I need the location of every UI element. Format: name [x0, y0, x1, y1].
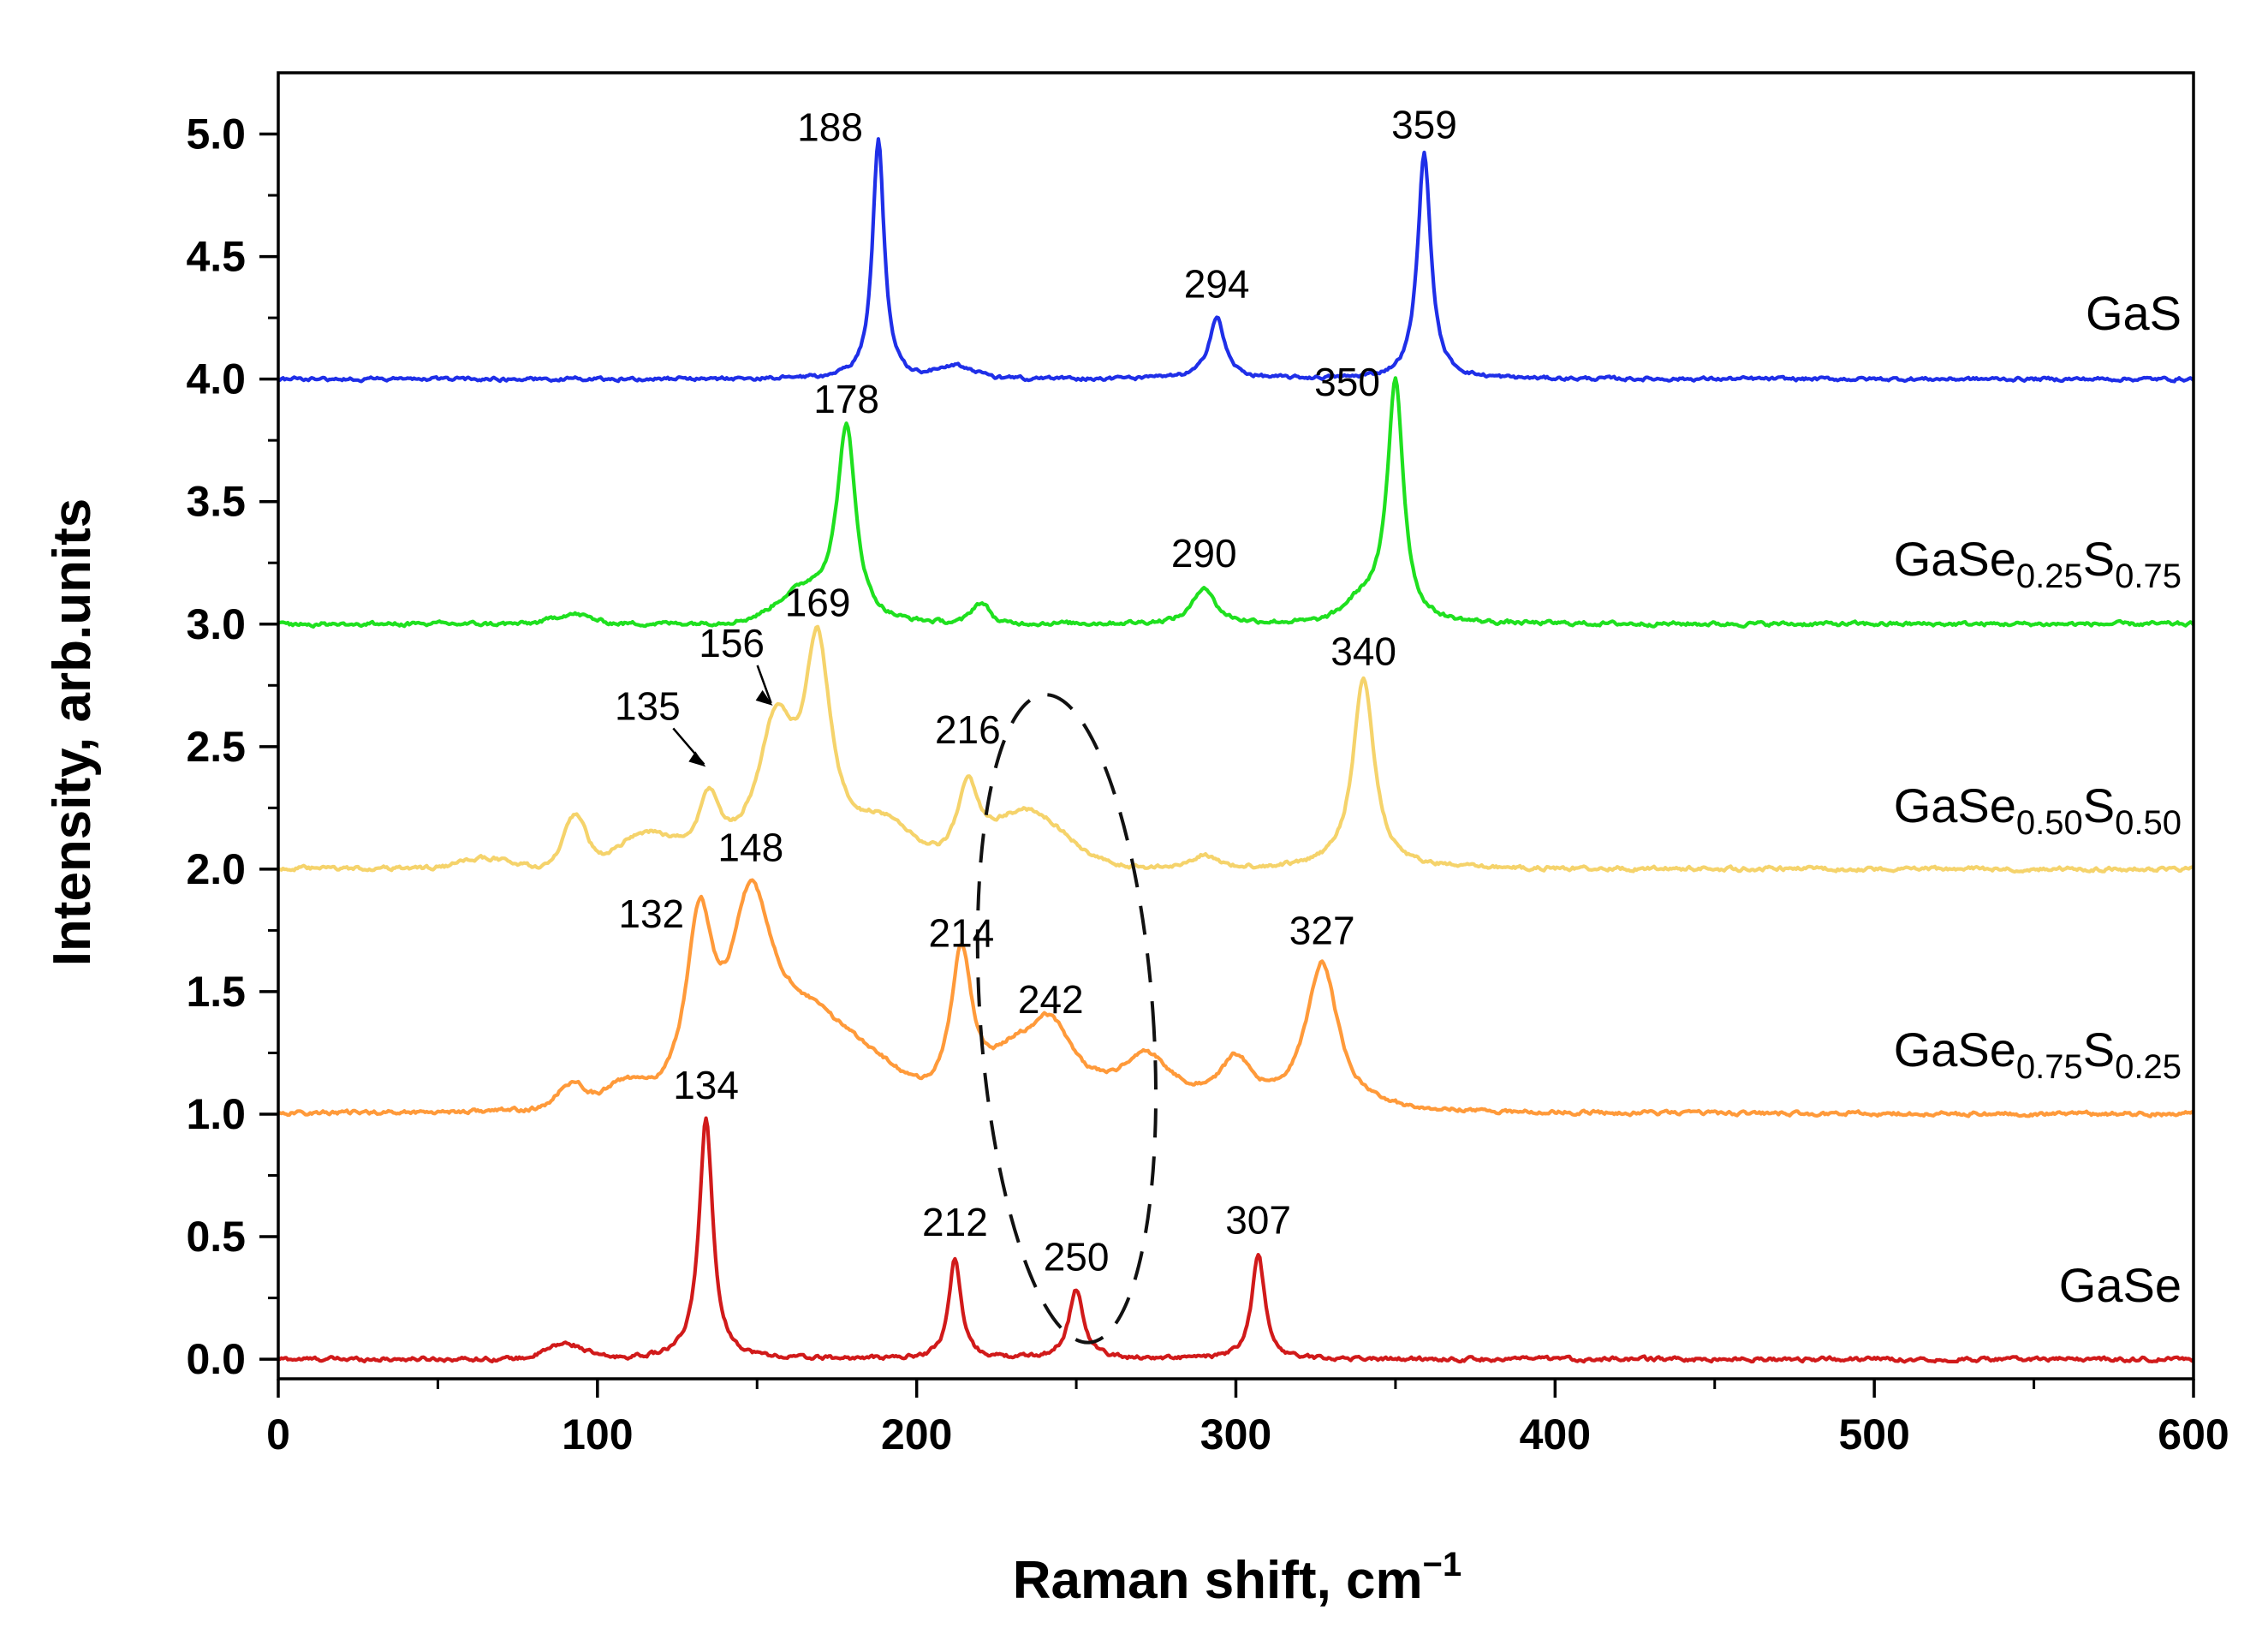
y-tick-label: 1.0	[186, 1090, 246, 1138]
y-tick-label: 0.5	[186, 1213, 246, 1261]
peak-label-307: 307	[1225, 1197, 1291, 1242]
peak-label-350: 350	[1314, 360, 1380, 404]
peak-label-250: 250	[1044, 1234, 1110, 1279]
y-tick-label: 5.0	[186, 110, 246, 158]
axis-titles: Raman shift, cm−1 Intensity, arb.units	[43, 498, 1461, 1610]
x-tick-label: 400	[1520, 1410, 1591, 1458]
y-tick-label: 4.5	[186, 233, 246, 281]
annotation-arrow-head	[755, 689, 773, 706]
series-label-GaSe0-50S0-50: GaSe0.50S0.50	[1894, 778, 2182, 842]
series-line-GaS	[277, 137, 2195, 384]
x-tick-label: 600	[2158, 1410, 2229, 1458]
series-label-GaS: GaS	[2086, 286, 2182, 340]
y-tick-label: 1.5	[186, 968, 246, 1016]
peak-label-214: 214	[928, 911, 994, 956]
peak-label-359: 359	[1391, 102, 1457, 146]
peak-label-135: 135	[615, 683, 681, 728]
peak-label-216: 216	[935, 707, 1001, 752]
peak-label-290: 290	[1171, 531, 1237, 576]
y-tick-label: 0.0	[186, 1335, 246, 1383]
peak-label-340: 340	[1330, 629, 1396, 674]
series-labels: GaSe GaSe0.75S0.25 GaSe0.50S0.50 GaSe0.25S0…	[1894, 286, 2182, 1312]
x-tick-label: 200	[881, 1410, 952, 1458]
annotation-arrow-head	[688, 751, 706, 767]
annotation-arrow-line	[756, 665, 772, 704]
x-tick-label: 300	[1200, 1410, 1271, 1458]
peak-annotations: 188 359 294 178 350 290 169 156 135 216 340 132 148 2…	[615, 102, 1457, 1279]
series-line-GaSe0-75S0-25	[277, 878, 2195, 1118]
peak-label-327: 327	[1289, 909, 1355, 953]
peak-label-169: 169	[785, 580, 851, 624]
series-label-GaSe: GaSe	[2059, 1258, 2182, 1312]
highlight-ellipse	[975, 693, 1158, 1345]
peak-label-132: 132	[618, 892, 684, 936]
peak-label-134: 134	[673, 1063, 739, 1107]
peak-label-294: 294	[1184, 261, 1250, 306]
peak-label-178: 178	[813, 377, 879, 421]
y-tick-label: 2.5	[186, 723, 246, 771]
y-tick-label: 3.5	[186, 478, 246, 526]
x-tick-label: 100	[562, 1410, 633, 1458]
y-tick-label: 4.0	[186, 355, 246, 403]
peak-label-212: 212	[922, 1200, 988, 1244]
peak-label-188: 188	[797, 105, 863, 150]
peak-label-242: 242	[1018, 977, 1084, 1022]
x-axis-title: Raman shift, cm−1	[1013, 1546, 1462, 1610]
peak-label-156: 156	[699, 621, 765, 665]
y-tick-label: 3.0	[186, 600, 246, 648]
series-line-GaSe0-50S0-50	[277, 624, 2194, 874]
ellipse-layer	[975, 693, 1158, 1345]
series-layer	[277, 137, 2195, 1364]
peak-label-148: 148	[717, 825, 783, 869]
axes: 0 100 200 300 400 500 600 0.0 0.5 1.0 1.5 2.0 2.5 3.0…	[186, 71, 2229, 1458]
x-tick-label: 0	[266, 1410, 290, 1458]
series-label-GaSe0-75S0-25: GaSe0.75S0.25	[1894, 1023, 2182, 1086]
x-tick-label: 500	[1838, 1410, 1909, 1458]
y-axis-title: Intensity, arb.units	[43, 498, 102, 967]
series-line-GaSe0-25S0-75	[277, 376, 2195, 629]
series-line-GaSe	[277, 1116, 2195, 1364]
y-tick-label: 2.0	[186, 845, 246, 893]
series-label-GaSe0-25S0-75: GaSe0.25S0.75	[1894, 532, 2182, 595]
